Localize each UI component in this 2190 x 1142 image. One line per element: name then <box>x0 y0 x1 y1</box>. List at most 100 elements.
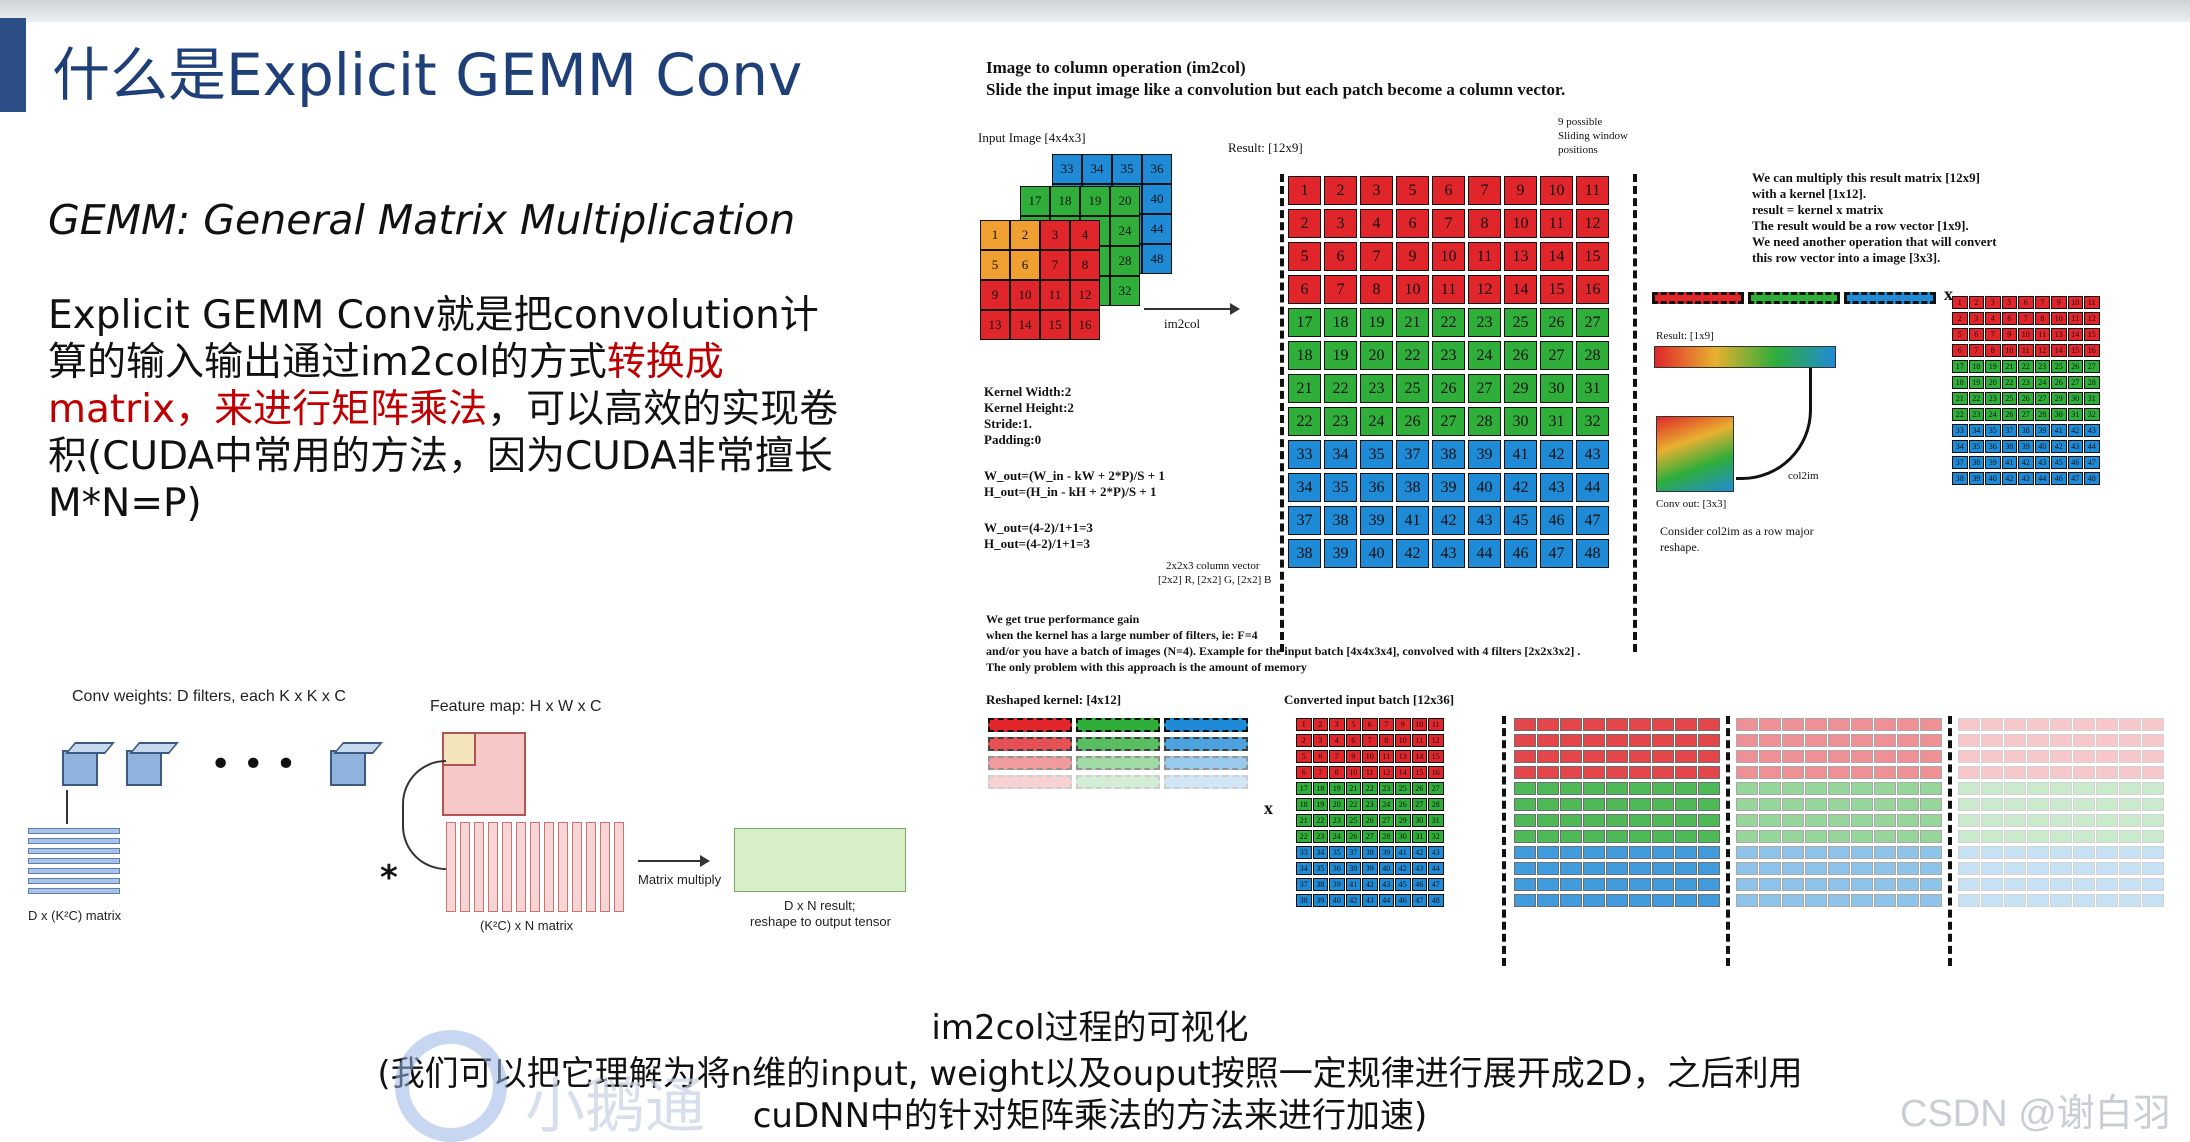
matrix-cell <box>2119 766 2141 779</box>
matrix-cell: 39 <box>1968 472 1984 485</box>
matrix-cell <box>1583 846 1605 859</box>
matrix-cell: 10 <box>1395 734 1411 747</box>
matrix-cell: 38 <box>1952 472 1968 485</box>
matrix-cell <box>1782 814 1804 827</box>
matrix-cell <box>1874 846 1896 859</box>
matrix-cell <box>1698 846 1720 859</box>
matrix-cell <box>1874 894 1896 907</box>
convolution-star: * <box>380 858 398 898</box>
result-row-vector <box>1654 346 1836 368</box>
patch-column <box>600 822 610 912</box>
matrix-cell: 11 <box>1378 750 1394 763</box>
matrix-cell: 13 <box>2051 328 2067 341</box>
matrix-cell <box>2096 814 2118 827</box>
matrix-cell: 36 <box>1360 473 1393 502</box>
matrix-cell <box>2050 734 2072 747</box>
matrix-cell: 5 <box>1396 176 1429 205</box>
matrix-cell: 23 <box>1968 408 1984 421</box>
matrix-cell: 27 <box>1576 308 1609 337</box>
matrix-cell: 30 <box>2051 408 2067 421</box>
conv-gemm-diagram: Conv weights: D filters, each K x K x C … <box>14 676 914 946</box>
matrix-cell: 24 <box>1329 830 1345 843</box>
matrix-cell <box>1583 766 1605 779</box>
matrix-cell <box>1560 718 1582 731</box>
matrix-cell: 45 <box>2051 456 2067 469</box>
matrix-cell <box>1736 750 1758 763</box>
matrix-cell: 41 <box>2051 424 2067 437</box>
matrix-cell: 12 <box>1428 734 1444 747</box>
matrix-cell <box>2004 878 2026 891</box>
matrix-cell: 14 <box>2051 344 2067 357</box>
matrix-cell <box>2004 862 2026 875</box>
matrix-cell <box>2004 766 2026 779</box>
matrix-cell: 4 <box>1360 209 1393 238</box>
matrix-cell: 39 <box>1378 846 1394 859</box>
matrix-cell <box>2073 814 2095 827</box>
matrix-cell: 9 <box>980 280 1010 310</box>
matrix-cell: 1 <box>980 220 1010 250</box>
formula-hout: H_out=(H_in - kH + 2*P)/S + 1 <box>984 484 1157 499</box>
matrix-cell: 11 <box>1468 242 1501 271</box>
matrix-cell <box>2073 782 2095 795</box>
matrix-cell <box>1629 862 1651 875</box>
matrix-cell: 11 <box>2084 296 2100 309</box>
matrix-cell: 22 <box>1345 798 1361 811</box>
matrix-cell <box>1828 750 1850 763</box>
matrix-cell <box>2050 798 2072 811</box>
matrix-cell <box>1698 718 1720 731</box>
matrix-cell <box>1782 734 1804 747</box>
note-line-6: this row vector into a image [3x3]. <box>1752 250 1941 265</box>
matrix-cell <box>1874 830 1896 843</box>
matrix-cell: 47 <box>1428 878 1444 891</box>
matrix-cell <box>1958 894 1980 907</box>
matrix-cell <box>1851 878 1873 891</box>
matrix-cell: 39 <box>2034 424 2050 437</box>
patch-column <box>488 822 498 912</box>
matrix-cell: 7 <box>1968 344 1984 357</box>
matrix-cell: 35 <box>1112 154 1142 184</box>
matrix-cell <box>1583 894 1605 907</box>
matrix-cell: 38 <box>1324 506 1357 535</box>
matrix-cell: 23 <box>1432 341 1465 370</box>
matrix-cell: 15 <box>1576 242 1609 271</box>
gain-line-2: when the kernel has a large number of fi… <box>986 628 1258 642</box>
matrix-cell: 14 <box>1411 750 1427 763</box>
matrix-cell: 41 <box>2001 456 2017 469</box>
matrix-cell <box>1759 766 1781 779</box>
matrix-cell: 23 <box>1378 782 1394 795</box>
matrix-cell <box>1537 862 1559 875</box>
matrix-cell: 18 <box>1312 782 1328 795</box>
matrix-cell: 24 <box>1985 408 2001 421</box>
weight-row <box>28 878 120 884</box>
batch-matrix-image-1: 1 2 3 5 6 7 9 10 11 2 3 4 6 7 8 10 11 12 5 6 7 9 10 11 13 14 15 6 7 8… <box>1296 718 1444 907</box>
matrix-cell <box>1606 846 1628 859</box>
matrix-cell <box>1583 734 1605 747</box>
matrix-cell: 15 <box>1428 750 1444 763</box>
matrix-cell <box>1782 798 1804 811</box>
matrix-cell <box>1560 798 1582 811</box>
matrix-cell <box>1897 734 1919 747</box>
matrix-cell: 40 <box>1378 862 1394 875</box>
filter-cube-icon <box>330 750 366 786</box>
matrix-cell: 29 <box>1395 814 1411 827</box>
matrix-cell <box>1874 718 1896 731</box>
matrix-cell <box>2004 846 2026 859</box>
matrix-cell: 38 <box>1968 456 1984 469</box>
matrix-cell <box>1514 894 1536 907</box>
matrix-cell: 7 <box>1360 242 1393 271</box>
matrix-cell: 41 <box>1345 878 1361 891</box>
matrix-cell: 18 <box>1324 308 1357 337</box>
matrix-cell <box>2096 862 2118 875</box>
matrix-cell <box>1828 846 1850 859</box>
matrix-cell: 32 <box>1576 407 1609 436</box>
matrix-cell <box>1851 718 1873 731</box>
matrix-cell: 1 <box>1952 296 1968 309</box>
matrix-cell <box>2050 750 2072 763</box>
matrix-cell <box>1629 766 1651 779</box>
matrix-cell: 27 <box>1540 341 1573 370</box>
explanation-paragraph: Explicit GEMM Conv就是把convolution计算的输入输出通… <box>48 292 848 527</box>
matrix-cell <box>1981 814 2003 827</box>
matrix-cell: 30 <box>1540 374 1573 403</box>
matrix-cell: 25 <box>1395 782 1411 795</box>
matrix-cell <box>1958 766 1980 779</box>
